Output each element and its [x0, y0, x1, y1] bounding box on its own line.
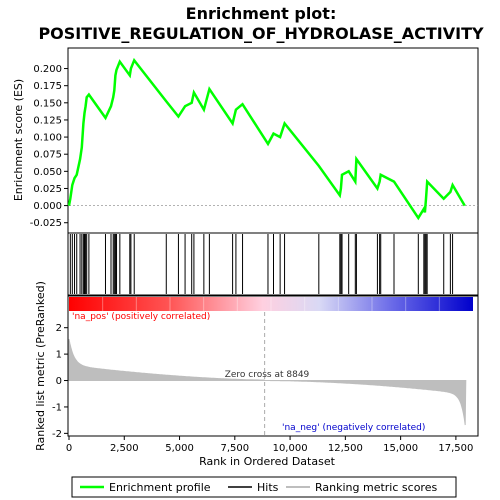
metric-y-tick-label: 0 [56, 376, 62, 387]
es-y-tick-label: 0.000 [33, 201, 62, 212]
es-y-tick-label: 0.150 [33, 98, 62, 109]
x-tick-label: 17,500 [438, 443, 473, 454]
es-y-axis-label: Enrichment score (ES) [12, 79, 25, 201]
metric-y-tick-label: -1 [52, 402, 62, 413]
hits-panel-frame [67, 232, 479, 296]
es-y-tick-label: 0.200 [33, 64, 62, 75]
chart-title-line2: POSITIVE_REGULATION_OF_HYDROLASE_ACTIVIT… [38, 24, 484, 43]
metric-panel-frame [67, 295, 479, 437]
enrichment-profile-line [67, 57, 466, 221]
es-y-tick-label: 0.025 [33, 184, 62, 195]
metric-y-axis: -2 -1 0 1 2 [52, 323, 68, 440]
ranking-metric-area [68, 339, 467, 426]
x-tick-label: 15,000 [383, 443, 418, 454]
legend-hits-label: Hits [257, 481, 279, 494]
x-tick-label: 12,500 [328, 443, 363, 454]
x-tick-label: 2,500 [110, 443, 139, 454]
x-axis-label: Rank in Ordered Dataset [199, 455, 336, 468]
es-y-tick-label: 0.050 [33, 167, 62, 178]
metric-y-axis-label: Ranked list metric (PreRanked) [34, 281, 47, 451]
metric-y-tick-label: 2 [56, 323, 62, 334]
x-tick-label: 5,000 [165, 443, 194, 454]
es-y-tick-label: -0.025 [30, 218, 62, 229]
x-tick-label: 0 [66, 443, 72, 454]
legend-enrichment-label: Enrichment profile [109, 481, 211, 494]
ranking-color-bar [69, 297, 473, 311]
chart-title-line1: Enrichment plot: [186, 4, 337, 23]
es-y-tick-label: 0.175 [33, 81, 62, 92]
legend-box [71, 476, 457, 498]
positive-correlation-label: 'na_pos' (positively correlated) [72, 312, 210, 322]
es-y-tick-label: 0.100 [33, 133, 62, 144]
es-y-tick-label: 0.075 [33, 150, 62, 161]
zero-cross-label: Zero cross at 8849 [225, 370, 310, 380]
es-y-tick-label: 0.125 [33, 115, 62, 126]
metric-y-tick-label: -2 [52, 429, 62, 440]
x-tick-label: 7,500 [220, 443, 249, 454]
x-tick-label: 10,000 [273, 443, 308, 454]
metric-y-tick-label: 1 [56, 350, 62, 361]
es-y-axis: -0.025 0.000 0.025 0.050 0.075 0.100 0.125 0.15… [30, 64, 68, 229]
x-axis: 0 2,500 5,000 7,500 10,000 12,500 15,000 17,500 [66, 436, 473, 454]
hits-marks [69, 234, 454, 294]
negative-correlation-label: 'na_neg' (negatively correlated) [282, 423, 425, 433]
ranking-color-bar-segments [102, 297, 440, 311]
legend-metric-label: Ranking metric scores [315, 481, 437, 494]
